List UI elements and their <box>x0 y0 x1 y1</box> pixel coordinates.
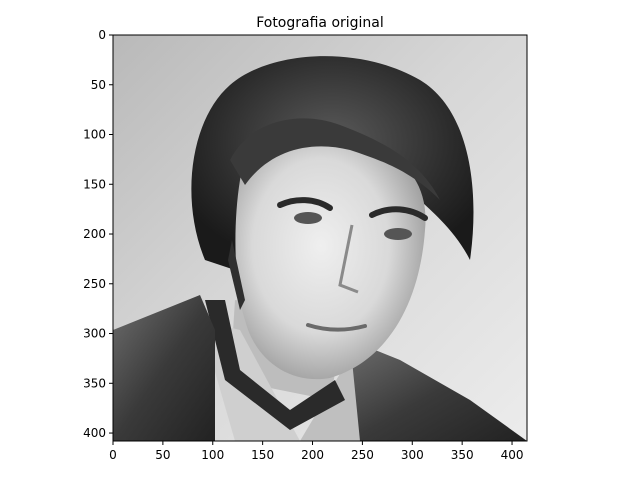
y-tick-label: 150 <box>83 177 106 191</box>
y-tick-label: 250 <box>83 277 106 291</box>
x-tick-label: 100 <box>201 448 224 462</box>
x-tick-label: 350 <box>451 448 474 462</box>
y-tick-label: 0 <box>98 28 106 42</box>
x-tick-label: 400 <box>501 448 524 462</box>
figure-title: Fotografia original <box>256 15 384 31</box>
x-tick-label: 150 <box>251 448 274 462</box>
x-tick-label: 300 <box>401 448 424 462</box>
y-tick-label: 50 <box>91 78 106 92</box>
y-tick-label: 100 <box>83 128 106 142</box>
y-axis-ticks: 0 50 100 150 200 250 300 350 400 <box>83 28 113 440</box>
x-tick-label: 50 <box>155 448 170 462</box>
y-tick-label: 400 <box>83 426 106 440</box>
y-tick-label: 350 <box>83 376 106 390</box>
y-tick-label: 200 <box>83 227 106 241</box>
portrait-image <box>113 35 527 441</box>
x-axis-ticks: 0 50 100 150 200 250 300 350 400 <box>109 441 523 462</box>
x-tick-label: 250 <box>351 448 374 462</box>
x-tick-label: 200 <box>301 448 324 462</box>
x-tick-label: 0 <box>109 448 117 462</box>
y-tick-label: 300 <box>83 327 106 341</box>
axes-frame <box>112 34 528 442</box>
